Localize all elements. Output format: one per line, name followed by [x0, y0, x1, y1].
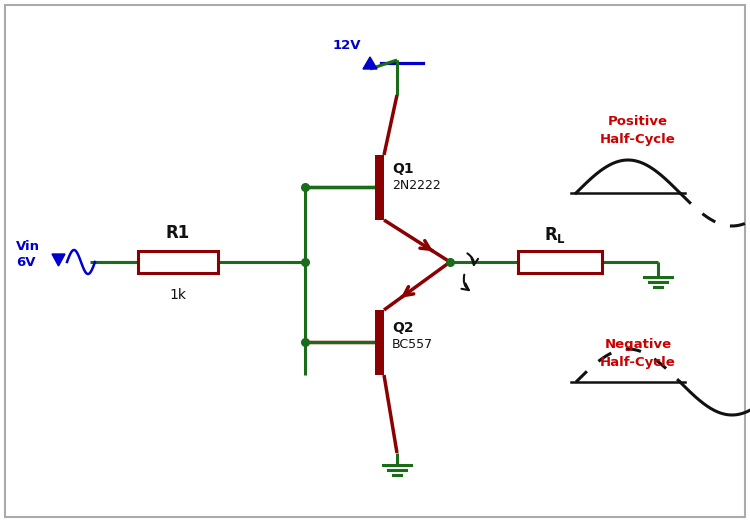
Text: Positive: Positive — [608, 115, 668, 128]
Bar — [375, 155, 384, 220]
Text: R1: R1 — [166, 224, 190, 242]
Text: 6V: 6V — [16, 256, 35, 269]
Polygon shape — [363, 57, 377, 69]
Text: 1k: 1k — [170, 288, 187, 302]
Text: BC557: BC557 — [392, 338, 433, 351]
Bar — [138, 251, 218, 273]
Text: Half-Cycle: Half-Cycle — [600, 133, 676, 146]
Text: Vin: Vin — [16, 240, 40, 253]
Text: Q1: Q1 — [392, 162, 414, 176]
Text: $\mathbf{R_L}$: $\mathbf{R_L}$ — [544, 225, 566, 245]
Polygon shape — [52, 254, 65, 266]
Text: Negative: Negative — [604, 338, 671, 351]
Bar — [375, 310, 384, 375]
Bar — [518, 251, 602, 273]
Text: 12V: 12V — [332, 39, 361, 52]
Text: 2N2222: 2N2222 — [392, 179, 441, 192]
Text: Half-Cycle: Half-Cycle — [600, 356, 676, 369]
Text: Q2: Q2 — [392, 321, 414, 335]
